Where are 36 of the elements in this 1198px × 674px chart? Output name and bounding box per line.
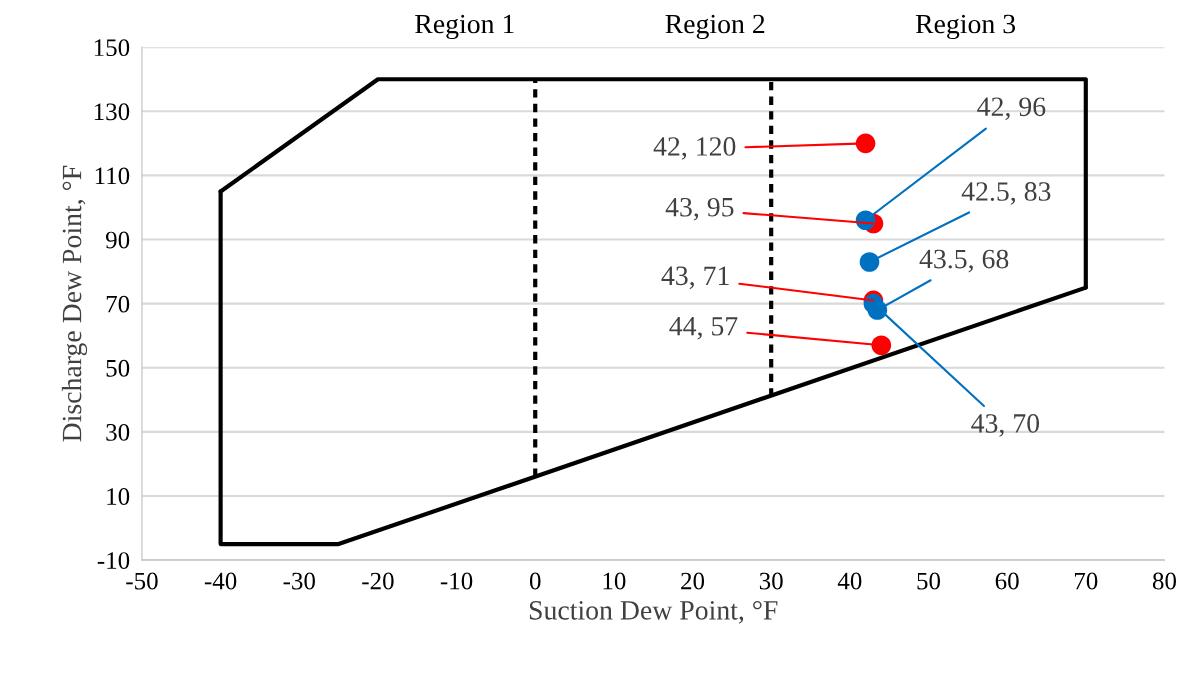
x-tick-label: -20 [362,572,394,590]
x-tick-label: -50 [126,572,158,590]
x-tick-label: 50 [917,572,941,590]
x-tick-label: 80 [1152,572,1176,590]
x-tick-label: -30 [283,572,315,590]
y-tick-label: 30 [106,423,130,441]
y-tick-label: 10 [107,488,130,505]
data-label: 44, 57 [669,317,738,340]
x-tick-label: 40 [837,572,862,590]
x-tick-label: 60 [995,572,1019,590]
data-label: 43, 95 [665,197,734,221]
y-tick-label: 150 [94,39,130,57]
x-tick-label: 30 [759,572,783,590]
data-label: 43.5, 68 [919,249,1009,273]
x-tick-label: 10 [603,572,626,590]
y-tick-label: 90 [105,231,130,249]
y-tick-label: 130 [94,103,130,121]
x-tick-label: -10 [440,572,473,590]
y-tick-label: 110 [95,167,130,185]
data-label: 43, 71 [661,266,729,290]
data-label: 42, 120 [653,137,736,160]
data-label: 42, 96 [977,97,1046,121]
x-tick-label: 70 [1074,572,1098,590]
x-axis-title: Suction Dew Point, °F [529,600,778,624]
x-tick-label: 20 [681,572,705,590]
text: Region 2 [665,14,765,40]
data-label: 42.5, 83 [961,182,1051,205]
y-axis-title: Discharge Dew Point, °F [61,165,88,442]
y-tick-label: 50 [106,359,130,377]
text: Region 1 [415,14,514,40]
y-tick-label: -10 [97,552,130,570]
x-tick-label: 0 [529,572,541,590]
data-label: 43, 70 [971,414,1040,437]
x-tick-label: -40 [204,572,237,590]
text: Region 3 [915,14,1016,40]
y-tick-label: 70 [106,295,130,313]
